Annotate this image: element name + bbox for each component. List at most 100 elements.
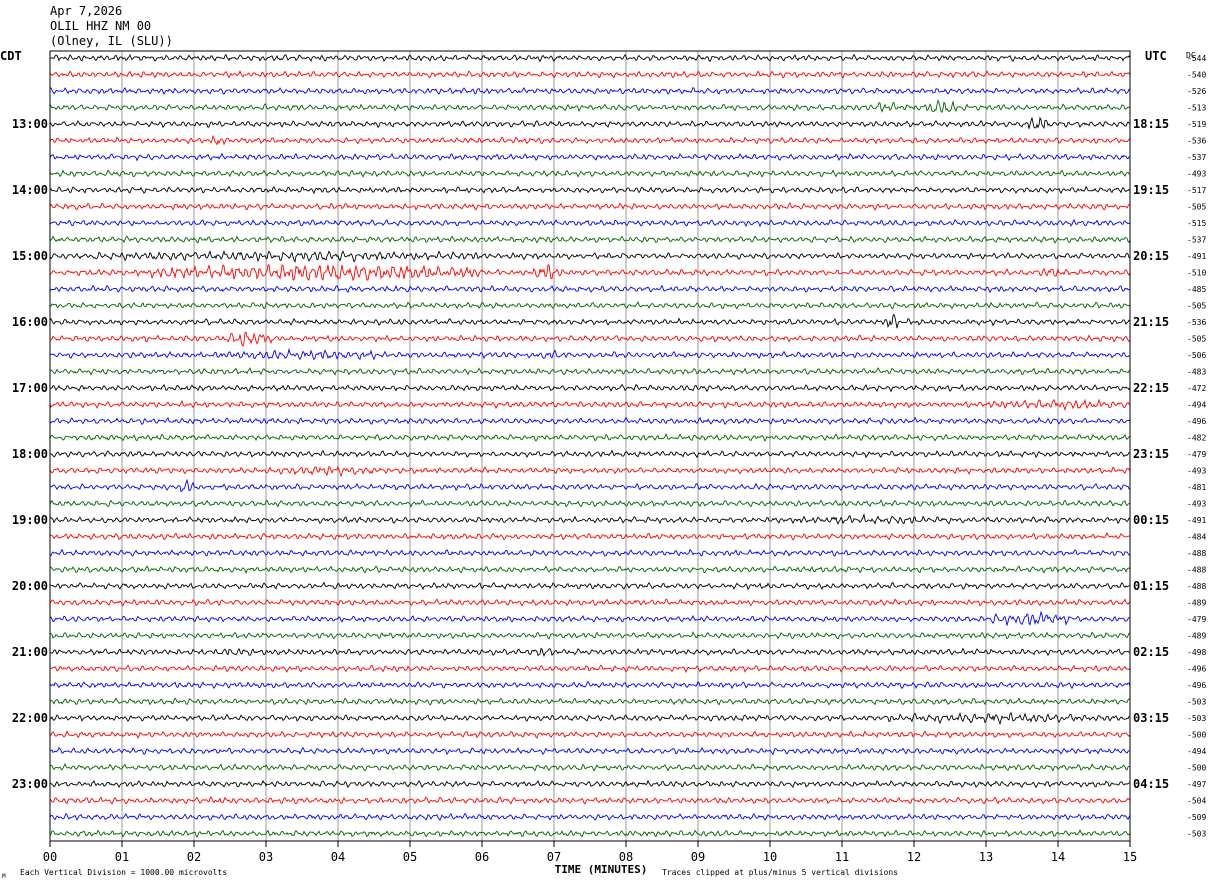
dc-offset-label: -489	[1187, 599, 1206, 608]
dc-offset-label: -494	[1187, 401, 1206, 410]
corner-mark: M	[2, 873, 6, 880]
x-tick-label: 06	[475, 850, 489, 864]
dc-offset-label: -515	[1187, 219, 1206, 228]
dc-offset-label: -498	[1187, 648, 1206, 657]
trace-line	[49, 99, 1131, 114]
x-tick-label: 02	[187, 850, 201, 864]
trace-line	[49, 828, 1131, 838]
trace-line	[49, 235, 1131, 244]
dc-offset-label: -479	[1187, 450, 1206, 459]
utc-hour-label: 01:15	[1133, 579, 1169, 593]
cdt-hour-label: 14:00	[12, 183, 48, 197]
x-axis-ticks: 00 01 02 03 04 05 06 07 08 09 10 11 12 13 14 15	[43, 841, 1137, 864]
trace-line	[49, 53, 1131, 63]
dc-offset-label: -488	[1187, 566, 1206, 575]
x-tick-label: 04	[331, 850, 345, 864]
dc-offset-label: -496	[1187, 665, 1206, 674]
dc-offset-label: -510	[1187, 269, 1206, 278]
trace-line	[49, 598, 1131, 607]
trace-line	[49, 664, 1131, 674]
trace-line	[49, 185, 1131, 195]
trace-line	[49, 433, 1131, 442]
cdt-hour-label: 19:00	[12, 513, 48, 527]
trace-line	[49, 152, 1131, 162]
utc-hour-label: 19:15	[1133, 183, 1169, 197]
dc-offset-label: -536	[1187, 137, 1206, 146]
cdt-hour-label: 21:00	[12, 645, 48, 659]
dc-offset-label: -517	[1187, 186, 1206, 195]
trace-line	[49, 647, 1131, 658]
x-tick-label: 05	[403, 850, 417, 864]
dc-offset-label: -493	[1187, 500, 1206, 509]
x-tick-label: 10	[763, 850, 777, 864]
cdt-hour-label: 18:00	[12, 447, 48, 461]
x-tick-label: 07	[547, 850, 561, 864]
x-tick-label: 13	[979, 850, 993, 864]
utc-hour-label: 22:15	[1133, 381, 1169, 395]
dc-offset-label: -497	[1187, 780, 1206, 789]
trace-line	[49, 301, 1131, 310]
dc-offset-label: -544	[1187, 54, 1206, 63]
x-tick-label: 09	[691, 850, 705, 864]
dc-offset-label: -505	[1187, 203, 1206, 212]
utc-hour-label: 20:15	[1133, 249, 1169, 263]
trace-line	[49, 581, 1131, 591]
dc-offset-label: -483	[1187, 368, 1206, 377]
trace-line	[49, 347, 1131, 361]
traces-group	[49, 53, 1131, 838]
trace-line	[49, 512, 1131, 525]
trace-line	[49, 548, 1131, 557]
cdt-hour-label: 23:00	[12, 777, 48, 791]
utc-axis-label: UTC	[1145, 49, 1167, 63]
dc-offset-label: -500	[1187, 731, 1206, 740]
dc-offset-label: -489	[1187, 632, 1206, 641]
dc-offset-label: -537	[1187, 236, 1206, 245]
dc-offset-label: -537	[1187, 153, 1206, 162]
dc-offset-label: -491	[1187, 252, 1206, 261]
trace-line	[49, 531, 1131, 541]
x-tick-label: 03	[259, 850, 273, 864]
trace-line	[49, 499, 1131, 508]
cdt-hour-label: 20:00	[12, 579, 48, 593]
dc-offset-label: -536	[1187, 318, 1206, 327]
scale-note: Each Vertical Division = 1000.00 microvo…	[20, 868, 227, 877]
utc-hour-label: 21:15	[1133, 315, 1169, 329]
dc-offset-label: -503	[1187, 698, 1206, 707]
trace-line	[49, 70, 1131, 79]
x-tick-label: 14	[1051, 850, 1065, 864]
dc-offset-label: -479	[1187, 615, 1206, 624]
utc-hour-label: 00:15	[1133, 513, 1169, 527]
utc-hour-label: 04:15	[1133, 777, 1169, 791]
trace-line	[49, 711, 1131, 726]
plot-frame	[49, 50, 1131, 842]
dc-offset-label: -519	[1187, 120, 1206, 129]
header-station: OLIL HHZ NM 00	[50, 19, 151, 33]
x-tick-label: 12	[907, 850, 921, 864]
trace-line	[49, 812, 1131, 822]
dc-offset-label: -482	[1187, 434, 1206, 443]
x-tick-label: 15	[1123, 850, 1137, 864]
header-location: (Olney, IL (SLU))	[50, 34, 173, 48]
trace-line	[49, 478, 1131, 493]
dc-offset-label: -481	[1187, 483, 1206, 492]
trace-line	[49, 565, 1131, 574]
dc-offset-label: -513	[1187, 104, 1206, 113]
x-tick-label: 11	[835, 850, 849, 864]
dc-offset-label: -496	[1187, 681, 1206, 690]
dc-offset-label: -472	[1187, 384, 1206, 393]
trace-line	[49, 398, 1131, 412]
x-tick-label: 08	[619, 850, 633, 864]
utc-hour-label: 03:15	[1133, 711, 1169, 725]
dc-offset-label: -504	[1187, 797, 1206, 806]
trace-line	[49, 169, 1131, 178]
dc-offset-label: -494	[1187, 747, 1206, 756]
utc-hour-label: 18:15	[1133, 117, 1169, 131]
dc-offset-label: -506	[1187, 351, 1206, 360]
trace-line	[49, 631, 1131, 640]
utc-hour-label: 23:15	[1133, 447, 1169, 461]
dc-offset-label: -493	[1187, 170, 1206, 179]
dc-offset-label: -496	[1187, 417, 1206, 426]
cdt-hour-label: 13:00	[12, 117, 48, 131]
trace-line	[49, 202, 1131, 212]
